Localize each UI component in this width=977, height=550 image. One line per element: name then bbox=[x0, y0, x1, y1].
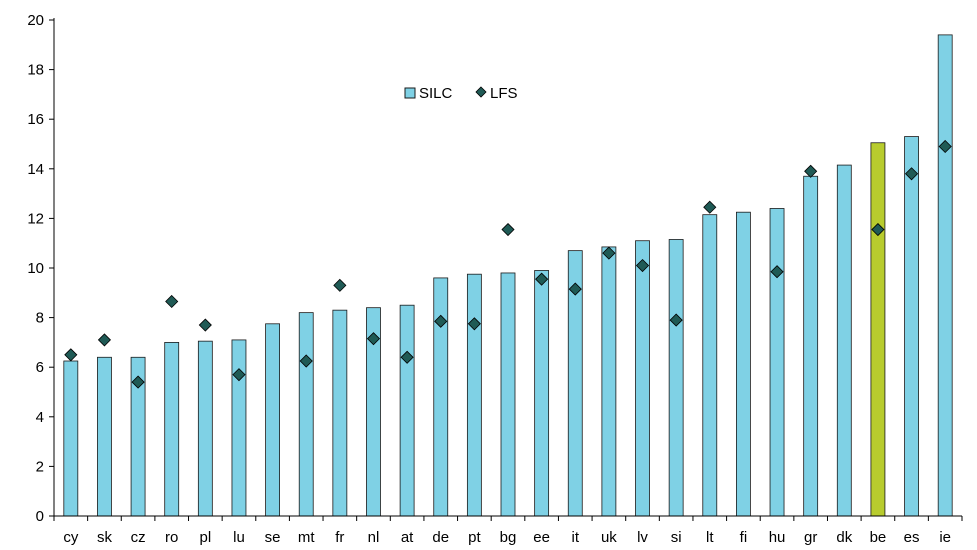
y-tick-label: 20 bbox=[27, 12, 44, 29]
x-tick-label-hu: hu bbox=[769, 529, 786, 546]
marker-lfs-lv bbox=[635, 258, 650, 273]
x-tick-label-si: si bbox=[671, 529, 682, 546]
bar-silc-be bbox=[870, 142, 886, 517]
y-tick-label: 16 bbox=[27, 111, 44, 128]
bar-silc-ee bbox=[534, 270, 550, 517]
x-tick-label-lu: lu bbox=[233, 529, 245, 546]
y-tick-label: 18 bbox=[27, 62, 44, 79]
bar-silc-hu bbox=[769, 208, 785, 517]
x-tick-label-dk: dk bbox=[836, 529, 852, 546]
marker-lfs-si bbox=[669, 313, 683, 327]
x-tick-label-de: de bbox=[432, 529, 449, 546]
bar-silc-fi bbox=[736, 211, 751, 517]
marker-lfs-fr bbox=[333, 278, 347, 292]
bar-silc-lv bbox=[635, 240, 650, 517]
y-tick-label: 8 bbox=[36, 310, 44, 327]
bar-silc-si bbox=[668, 239, 684, 517]
bar-silc-de bbox=[433, 277, 449, 517]
marker-lfs-de bbox=[434, 314, 448, 328]
axes-layer bbox=[49, 18, 963, 521]
y-tick-label: 12 bbox=[27, 210, 44, 227]
bar-silc-dk bbox=[836, 164, 852, 517]
bar-silc-bg bbox=[500, 272, 516, 517]
x-tick-label-sk: sk bbox=[97, 529, 113, 546]
marker-lfs-at bbox=[400, 350, 414, 364]
bar-silc-cy bbox=[63, 360, 79, 517]
marker-lfs-cy bbox=[64, 348, 78, 362]
marker-lfs-bg bbox=[501, 222, 515, 237]
bar-silc-gr bbox=[803, 175, 819, 517]
bar-silc-ro bbox=[164, 341, 180, 517]
marker-lfs-nl bbox=[366, 332, 381, 346]
legend-label-silc: SILC bbox=[419, 85, 453, 102]
y-tick-label: 10 bbox=[27, 260, 44, 277]
bars-layer bbox=[63, 34, 953, 517]
x-tick-label-ee: ee bbox=[533, 529, 550, 546]
marker-lfs-pl bbox=[198, 318, 212, 332]
bar-silc-se bbox=[265, 323, 280, 517]
x-tick-label-bg: bg bbox=[500, 529, 517, 546]
x-tick-label-it: it bbox=[572, 529, 580, 546]
marker-lfs-ro bbox=[165, 294, 179, 309]
legend-label-lfs: LFS bbox=[490, 85, 518, 102]
x-tick-label-gr: gr bbox=[804, 529, 817, 546]
legend-swatch-silc bbox=[404, 87, 416, 99]
x-tick-label-pl: pl bbox=[199, 529, 211, 546]
marker-lfs-sk bbox=[97, 333, 112, 347]
marker-lfs-ee bbox=[535, 272, 549, 286]
bar-silc-pl bbox=[197, 340, 213, 517]
x-tick-label-se: se bbox=[265, 529, 281, 546]
bar-silc-lu bbox=[231, 339, 247, 517]
x-tick-label-lv: lv bbox=[637, 529, 648, 546]
x-tick-label-nl: nl bbox=[368, 529, 380, 546]
x-tick-label-cz: cz bbox=[131, 529, 146, 546]
y-tick-label: 4 bbox=[36, 409, 44, 426]
bar-silc-uk bbox=[601, 246, 617, 517]
y-tick-label: 6 bbox=[36, 359, 44, 376]
bar-silc-mt bbox=[298, 312, 314, 517]
bar-silc-fr bbox=[332, 309, 348, 517]
x-tick-label-ie: ie bbox=[939, 529, 951, 546]
y-tick-label: 14 bbox=[27, 161, 44, 178]
bar-silc-lt bbox=[702, 214, 718, 517]
marker-lfs-hu bbox=[770, 265, 784, 279]
marker-lfs-es bbox=[904, 167, 919, 181]
marker-lfs-it bbox=[568, 282, 582, 296]
marker-lfs-uk bbox=[602, 246, 616, 260]
marker-lfs-lt bbox=[703, 200, 717, 214]
marker-lfs-mt bbox=[299, 354, 313, 368]
x-tick-label-mt: mt bbox=[298, 529, 315, 546]
markers-layer bbox=[64, 139, 952, 389]
marker-lfs-gr bbox=[804, 164, 818, 178]
x-tick-label-at: at bbox=[401, 529, 414, 546]
legend: SILC LFS bbox=[404, 85, 518, 102]
marker-lfs-pt bbox=[467, 317, 481, 331]
x-tick-label-be: be bbox=[870, 529, 887, 546]
marker-lfs-ie bbox=[938, 139, 952, 154]
x-tick-label-pt: pt bbox=[468, 529, 481, 546]
y-tick-label: 2 bbox=[36, 458, 44, 475]
bar-silc-ie bbox=[937, 34, 953, 517]
x-tick-label-cy: cy bbox=[63, 529, 79, 546]
bar-silc-pt bbox=[466, 273, 482, 517]
marker-lfs-cz bbox=[131, 375, 145, 389]
bar-silc-sk bbox=[97, 356, 112, 517]
x-tick-label-fr: fr bbox=[335, 529, 344, 546]
bar-silc-es bbox=[904, 136, 919, 517]
labels-layer: 0 2 4 6 8 10 12 14 16 18 20 cy sk cz ro pl lu se mt fr nl at d… bbox=[27, 12, 951, 546]
x-tick-label-es: es bbox=[904, 529, 920, 546]
marker-lfs-be bbox=[871, 222, 885, 237]
x-tick-label-fi: fi bbox=[740, 529, 748, 546]
bar-silc-at bbox=[399, 304, 415, 517]
x-tick-label-ro: ro bbox=[165, 529, 178, 546]
legend-swatch-lfs bbox=[475, 86, 487, 98]
x-tick-label-lt: lt bbox=[706, 529, 714, 546]
y-tick-label: 0 bbox=[36, 508, 44, 525]
marker-lfs-lu bbox=[232, 368, 246, 382]
x-tick-label-uk: uk bbox=[601, 529, 617, 546]
